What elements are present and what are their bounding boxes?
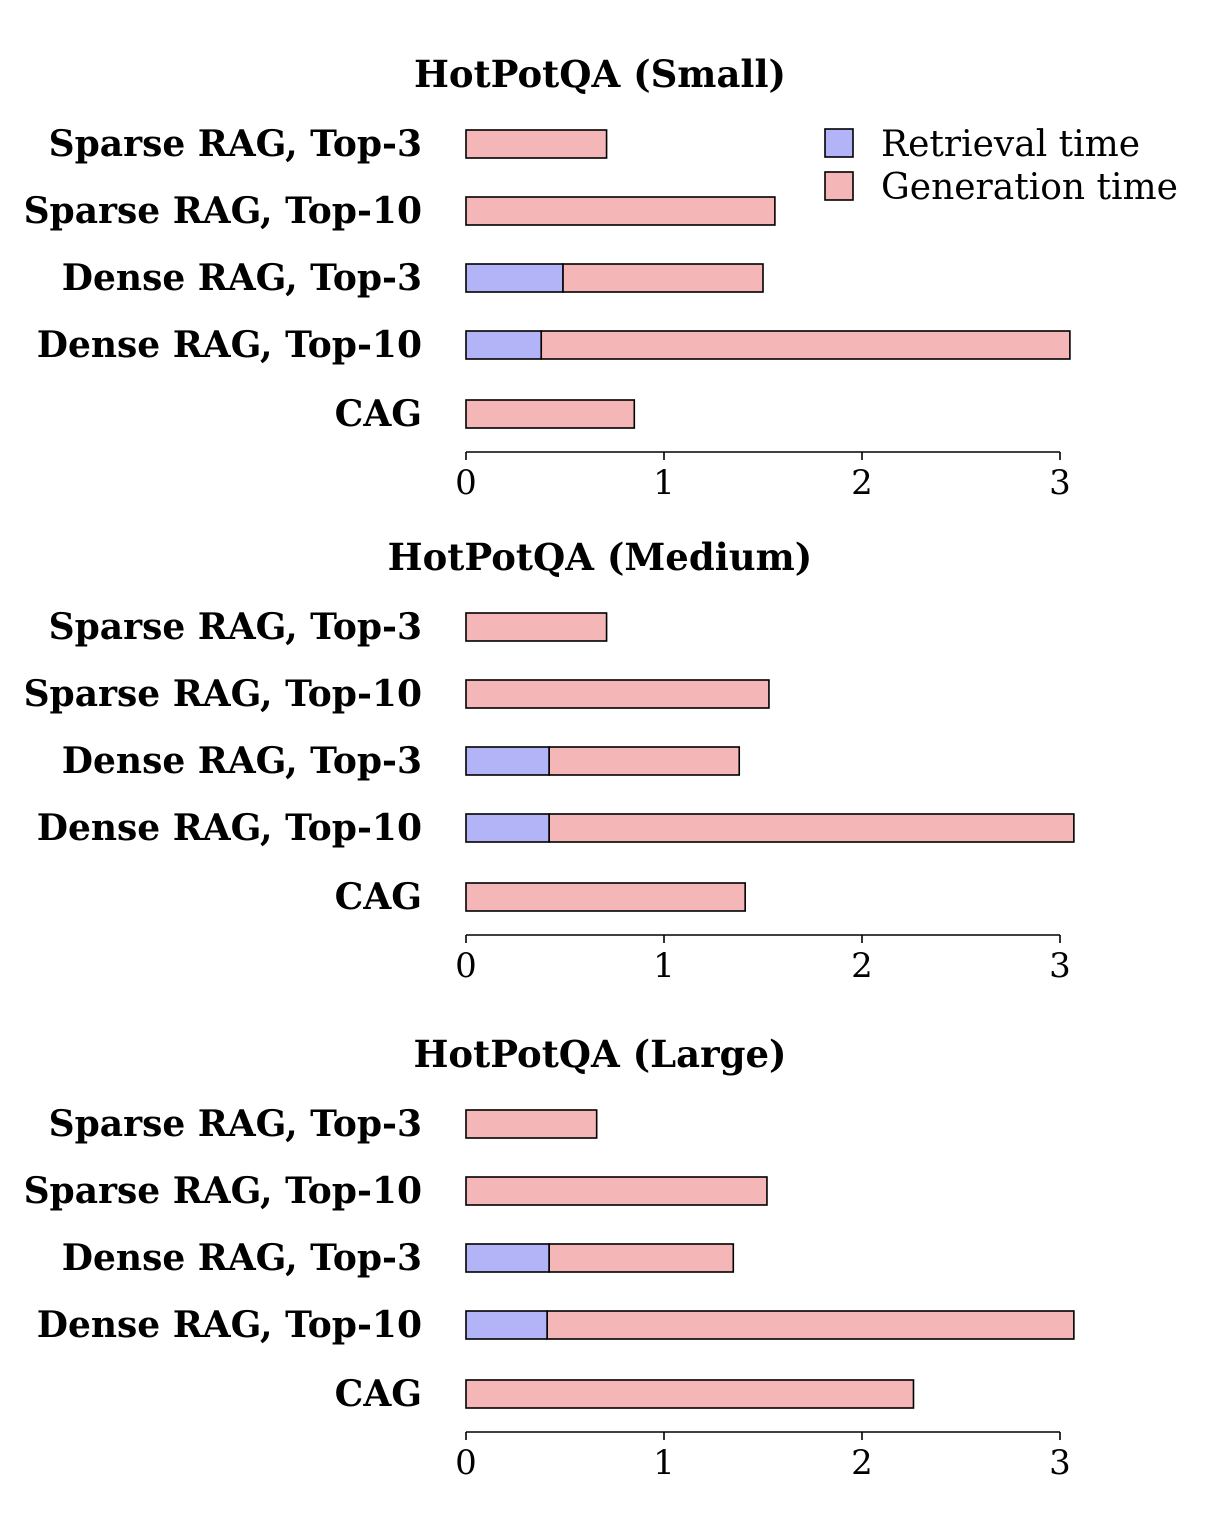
bar-large-0-generation	[465, 1109, 598, 1139]
legend-swatch-generation	[824, 171, 854, 201]
bar-medium-2-retrieval	[465, 746, 550, 776]
bar-small-3-generation	[540, 330, 1071, 360]
bar-medium-2-generation	[548, 746, 741, 776]
bar-small-3-retrieval	[465, 330, 543, 360]
chart-title-large: HotPotQA (Large)	[413, 1032, 786, 1076]
bar-medium-4-generation	[465, 882, 746, 912]
x-tick-label-large-0: 0	[455, 1443, 477, 1483]
bar-large-3-retrieval	[465, 1310, 548, 1340]
bar-large-1-generation	[465, 1176, 768, 1206]
category-label-large-4: CAG	[335, 1373, 422, 1415]
bar-small-2-generation	[562, 263, 764, 293]
legend-label-generation: Generation time	[881, 167, 1178, 208]
bar-small-2-retrieval	[465, 263, 564, 293]
category-label-small-0: Sparse RAG, Top-3	[49, 123, 422, 165]
x-tick-label-small-0: 0	[455, 463, 477, 503]
x-tick-label-medium-3: 3	[1049, 946, 1071, 986]
category-label-medium-0: Sparse RAG, Top-3	[49, 606, 422, 648]
bar-medium-0-generation	[465, 612, 608, 642]
bar-large-3-generation	[546, 1310, 1075, 1340]
category-label-large-3: Dense RAG, Top-10	[37, 1304, 422, 1346]
category-label-medium-3: Dense RAG, Top-10	[37, 807, 422, 849]
category-label-small-4: CAG	[335, 393, 422, 435]
x-tick-label-large-3: 3	[1049, 1443, 1071, 1483]
bar-large-2-retrieval	[465, 1243, 550, 1273]
x-tick-label-medium-1: 1	[653, 946, 675, 986]
bar-large-4-generation	[465, 1379, 915, 1409]
bar-medium-1-generation	[465, 679, 770, 709]
x-tick-label-small-2: 2	[851, 463, 873, 503]
category-label-large-1: Sparse RAG, Top-10	[24, 1170, 422, 1212]
bar-large-2-generation	[548, 1243, 735, 1273]
chart-title-medium: HotPotQA (Medium)	[388, 535, 813, 579]
chart-title-small: HotPotQA (Small)	[414, 52, 786, 96]
category-label-large-2: Dense RAG, Top-3	[62, 1237, 422, 1279]
category-label-medium-1: Sparse RAG, Top-10	[24, 673, 422, 715]
x-tick-label-large-2: 2	[851, 1443, 873, 1483]
category-label-small-1: Sparse RAG, Top-10	[24, 190, 422, 232]
bar-small-1-generation	[465, 196, 776, 226]
x-tick-label-medium-2: 2	[851, 946, 873, 986]
x-tick-label-medium-0: 0	[455, 946, 477, 986]
x-tick-label-small-1: 1	[653, 463, 675, 503]
legend-swatch-retrieval	[824, 128, 854, 158]
category-label-medium-4: CAG	[335, 876, 422, 918]
bar-small-4-generation	[465, 399, 636, 429]
category-label-large-0: Sparse RAG, Top-3	[49, 1103, 422, 1145]
x-tick-label-small-3: 3	[1049, 463, 1071, 503]
x-tick-label-large-1: 1	[653, 1443, 675, 1483]
legend-label-retrieval: Retrieval time	[881, 124, 1140, 165]
category-label-medium-2: Dense RAG, Top-3	[62, 740, 422, 782]
category-label-small-3: Dense RAG, Top-10	[37, 324, 422, 366]
category-label-small-2: Dense RAG, Top-3	[62, 257, 422, 299]
bar-medium-3-retrieval	[465, 813, 550, 843]
bar-medium-3-generation	[548, 813, 1075, 843]
bar-small-0-generation	[465, 129, 608, 159]
